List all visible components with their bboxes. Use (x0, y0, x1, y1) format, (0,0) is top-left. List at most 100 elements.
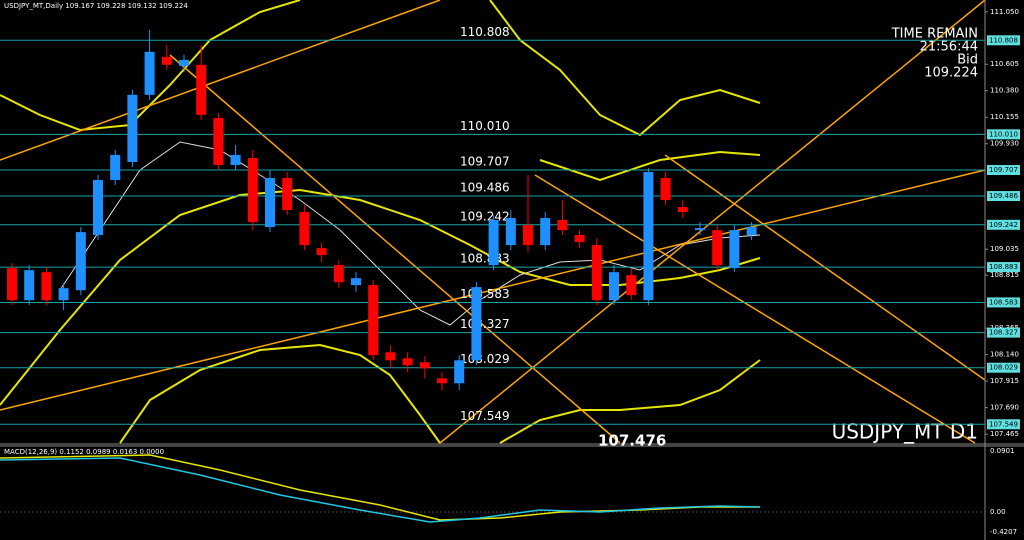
macd-signal (0, 454, 760, 521)
level-tag-label: 107.549 (989, 420, 1018, 428)
candle-body (454, 360, 465, 384)
candle-body (24, 270, 35, 301)
level-tag (987, 165, 1020, 176)
candle-body (58, 288, 69, 301)
y-tick-label: 107.465 (990, 430, 1019, 438)
candle-body (368, 285, 379, 356)
level-tag (987, 219, 1020, 230)
level-label: 108.583 (460, 287, 510, 301)
band-middle (0, 188, 761, 406)
candle-body (523, 225, 533, 246)
macd-axis-label: -0.4207 (990, 528, 1017, 536)
candle-body (265, 178, 275, 228)
moving-average (59, 141, 761, 326)
candle-body (643, 172, 654, 301)
candle-body (574, 235, 585, 243)
y-tick-label: 111.050 (990, 8, 1019, 16)
y-tick-label: 108.140 (990, 351, 1019, 359)
candle-body (144, 51, 155, 95)
candle-body (677, 207, 688, 213)
trendline (439, 0, 986, 444)
candle-body (282, 178, 293, 211)
level-label: 110.808 (460, 25, 510, 39)
macd-label: MACD(12,26,9) 0.1152 0.0989 0.0163 0.000… (4, 448, 164, 456)
level-tag (987, 262, 1020, 273)
band-upper-3 (539, 150, 761, 182)
candle-body (196, 64, 207, 115)
candle-body (540, 218, 551, 246)
level-label: 109.707 (460, 155, 510, 169)
time-remain-label: TIME REMAIN (891, 27, 978, 42)
level-tag (987, 297, 1020, 308)
candle-body (316, 248, 327, 256)
y-tick-label: 108.815 (990, 271, 1019, 279)
levels: 110.808 110.808 110.010 110.010 109.707 109.7… (0, 25, 1020, 430)
macd-line (0, 457, 761, 523)
y-tick-label: 110.155 (990, 113, 1019, 121)
macd-axis-label: 0.00 (990, 508, 1006, 516)
y-tick-label: 110.605 (990, 60, 1019, 68)
level-tag-label: 109.242 (989, 221, 1018, 229)
candle-body (385, 352, 396, 361)
candle-body (557, 220, 568, 231)
candle-body (746, 226, 757, 236)
candle-body (230, 154, 241, 165)
candle-body (75, 232, 86, 291)
candle-body (213, 117, 224, 165)
level-label: 109.486 (460, 181, 510, 195)
candle-body (93, 180, 103, 236)
trendline (0, 169, 986, 411)
watermark: USDJPY_MT D1 (832, 420, 978, 444)
candles (7, 29, 757, 391)
y-tick-label: 110.380 (990, 87, 1019, 95)
level-tag-label: 109.486 (989, 192, 1018, 200)
level-tag (987, 191, 1020, 202)
level-tag-label: 109.707 (989, 166, 1018, 174)
level-tag (987, 35, 1020, 46)
candle-body (351, 278, 361, 286)
candle-body (299, 212, 310, 246)
level-tag-label: 108.327 (989, 329, 1018, 337)
trendline (0, 0, 441, 161)
chart-title: USDJPY_MT,Daily 109.167 109.228 109.132 … (4, 2, 188, 10)
bid: 109.224 (924, 66, 978, 81)
indicators (0, 0, 986, 444)
candle-body (660, 178, 671, 201)
trendline (169, 54, 621, 444)
level-tag (987, 327, 1020, 338)
candle-body (471, 287, 482, 361)
level-tag-label: 108.583 (989, 298, 1018, 306)
time-remain: 21:56:44 (920, 40, 978, 55)
level-label: 108.327 (460, 317, 510, 331)
candle-body (179, 59, 189, 66)
level-tag (987, 419, 1020, 430)
level-tag-label: 110.808 (989, 36, 1018, 44)
candle-body (729, 230, 740, 269)
candle-body (505, 218, 516, 246)
level-label: 108.029 (460, 352, 510, 366)
macd-panel: MACD(12,26,9) 0.1152 0.0989 0.0163 0.000… (0, 447, 1017, 536)
level-label: 109.242 (460, 209, 510, 223)
candle-body (402, 358, 413, 366)
candle-body (333, 265, 344, 283)
candle-body (41, 272, 52, 301)
candle-body (609, 272, 619, 301)
band-lower (119, 343, 441, 444)
y-tick-label: 109.035 (990, 245, 1019, 253)
bid-label: Bid (957, 53, 978, 68)
level-tag-label: 108.883 (989, 263, 1018, 271)
y-tick-label: 107.915 (990, 377, 1019, 385)
candle-body (488, 220, 499, 266)
candle-body (591, 245, 602, 301)
level-tag (987, 362, 1020, 373)
candle-body (437, 378, 447, 384)
level-label: 108.883 (460, 252, 510, 266)
level-label: 107.549 (460, 409, 510, 423)
candle-body (247, 157, 258, 223)
candle-body (626, 275, 637, 296)
y-tick-label: 107.690 (990, 404, 1019, 412)
candle-body (419, 362, 430, 369)
band-lower-2 (499, 359, 761, 444)
